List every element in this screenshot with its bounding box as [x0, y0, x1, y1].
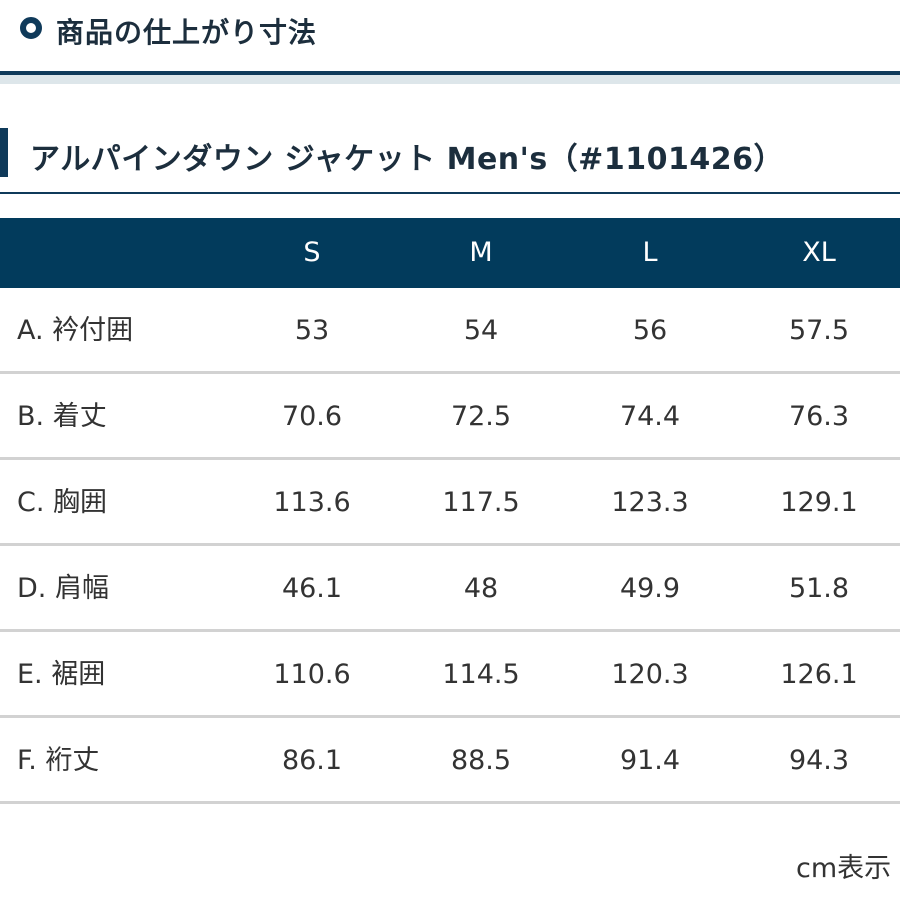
row-label: C. 胸囲	[17, 487, 108, 518]
section-title: 商品の仕上がり寸法	[56, 16, 318, 49]
heading-band	[0, 75, 900, 84]
table-cell: 94.3	[788, 745, 850, 776]
table-cell: 57.5	[788, 315, 850, 346]
table-row: C. 胸囲 113.6 117.5 123.3 129.1	[0, 460, 900, 546]
unit-note: cm表示	[796, 853, 892, 884]
row-label: E. 裾囲	[17, 659, 106, 690]
table-header: S M L XL	[0, 218, 900, 288]
table-cell: 88.5	[450, 745, 512, 776]
product-divider	[0, 192, 900, 194]
table-cell: 56	[632, 315, 668, 346]
table-cell: 114.5	[442, 659, 520, 690]
row-label: F. 裄丈	[17, 745, 100, 776]
column-header-m: M	[469, 237, 493, 268]
table-cell: 86.1	[281, 745, 343, 776]
table-cell: 53	[294, 315, 330, 346]
column-header-xl: XL	[802, 237, 836, 268]
table-cell: 123.3	[611, 487, 689, 518]
row-label: B. 着丈	[17, 401, 107, 432]
table-cell: 48	[463, 573, 499, 604]
table-row: A. 衿付囲 53 54 56 57.5	[0, 288, 900, 374]
table-cell: 49.9	[619, 573, 681, 604]
section-heading: 商品の仕上がり寸法	[0, 0, 900, 72]
row-label: A. 衿付囲	[17, 315, 134, 346]
product-title: アルパインダウン ジャケット Men's（#1101426）	[30, 142, 784, 177]
table-row: D. 肩幅 46.1 48 49.9 51.8	[0, 546, 900, 632]
table-cell: 74.4	[619, 401, 681, 432]
table-cell: 46.1	[281, 573, 343, 604]
table-cell: 91.4	[619, 745, 681, 776]
table-cell: 76.3	[788, 401, 850, 432]
table-cell: 117.5	[442, 487, 520, 518]
table-cell: 72.5	[450, 401, 512, 432]
table-cell: 113.6	[273, 487, 351, 518]
product-accent-bar	[0, 128, 8, 177]
table-cell: 126.1	[780, 659, 858, 690]
size-table: S M L XL A. 衿付囲 53 54 56 57.5 B. 着丈 70.6…	[0, 218, 900, 804]
heading-divider	[0, 71, 900, 75]
table-row: F. 裄丈 86.1 88.5 91.4 94.3	[0, 718, 900, 804]
table-cell: 51.8	[788, 573, 850, 604]
row-label: D. 肩幅	[17, 573, 109, 604]
column-header-s: S	[303, 237, 321, 268]
ring-icon	[20, 17, 42, 39]
table-cell: 54	[463, 315, 499, 346]
table-cell: 70.6	[281, 401, 343, 432]
table-row: E. 裾囲 110.6 114.5 120.3 126.1	[0, 632, 900, 718]
table-cell: 110.6	[273, 659, 351, 690]
table-cell: 129.1	[780, 487, 858, 518]
table-cell: 120.3	[611, 659, 689, 690]
table-row: B. 着丈 70.6 72.5 74.4 76.3	[0, 374, 900, 460]
column-header-l: L	[642, 237, 658, 268]
